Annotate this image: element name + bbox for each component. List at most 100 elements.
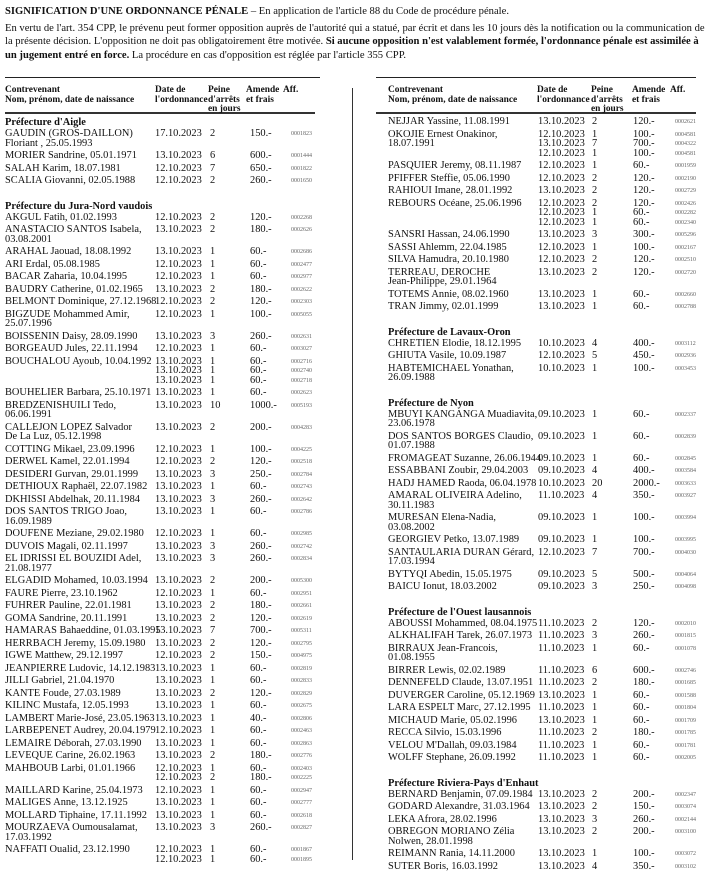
fine-amount: 60.- (250, 664, 266, 674)
fine-amount: 180.- (633, 728, 655, 738)
order-date: 09.10.2023 (538, 454, 585, 464)
order-date: 13.10.2023 (538, 117, 585, 127)
case-number: 0002144 (675, 816, 696, 826)
detention-days: 2 (210, 639, 215, 649)
detention-days: 3 (592, 582, 597, 592)
case-number: 0003102 (675, 863, 696, 873)
detention-days: 2 (210, 576, 215, 586)
detention-days: 2 (210, 285, 215, 295)
detention-days: 1 (592, 691, 597, 701)
order-date: 13.10.2023 (155, 714, 202, 724)
order-date: 13.10.2023 (155, 376, 202, 386)
order-date: 09.10.2023 (538, 535, 585, 545)
name-line: Jean-Philippe, 29.01.1964 (388, 277, 713, 287)
detention-days: 1 (592, 849, 597, 859)
detention-days: 2 (210, 614, 215, 624)
case-number: 0001709 (675, 717, 696, 727)
case-number: 0004975 (291, 652, 312, 662)
name-line: 17.03.1992 (5, 833, 345, 843)
order-date: 13.10.2023 (155, 332, 202, 342)
detention-days: 1 (210, 388, 215, 398)
case-number: 0002795 (291, 640, 312, 650)
fine-amount: 60.- (250, 376, 266, 386)
fine-amount: 100.- (633, 243, 655, 253)
fine-amount: 250.- (250, 470, 272, 480)
case-number: 0002977 (291, 273, 312, 283)
detention-days: 1 (210, 676, 215, 686)
order-date: 09.10.2023 (538, 582, 585, 592)
case-number: 0002005 (675, 754, 696, 764)
top-rule (5, 77, 320, 78)
order-date: 11.10.2023 (538, 753, 584, 763)
fine-amount: 60.- (633, 410, 649, 420)
order-date: 11.10.2023 (538, 631, 584, 641)
case-number: 0002337 (675, 411, 696, 421)
detention-days: 3 (210, 542, 215, 552)
detention-days: 1 (592, 432, 597, 442)
prefecture-title: Préfecture de Lavaux-Oron (388, 327, 713, 339)
detention-days: 2 (592, 802, 597, 812)
detention-days: 3 (210, 470, 215, 480)
case-number: 0003112 (675, 340, 696, 350)
order-date: 09.10.2023 (538, 513, 585, 523)
order-date: 11.10.2023 (538, 703, 584, 713)
fine-amount: 120.- (633, 186, 655, 196)
detention-days: 2 (210, 773, 215, 783)
order-date: 11.10.2023 (538, 666, 584, 676)
order-date: 13.10.2023 (538, 302, 585, 312)
order-date: 12.10.2023 (538, 255, 585, 265)
name-line: De La Luz, 05.12.1998 (5, 432, 345, 442)
fine-amount: 260.- (250, 554, 272, 564)
fine-amount: 100.- (633, 535, 655, 545)
detention-days: 4 (592, 466, 597, 476)
case-number: 0001823 (291, 130, 312, 140)
detention-days: 1 (210, 855, 215, 865)
order-date: 13.10.2023 (155, 401, 202, 411)
case-number: 0001822 (291, 165, 312, 175)
fine-amount: 60.- (633, 432, 649, 442)
case-number: 0002190 (675, 175, 696, 185)
fine-amount: 100.- (633, 849, 655, 859)
detention-days: 2 (210, 651, 215, 661)
detention-days: 1 (592, 218, 597, 228)
order-date: 13.10.2023 (155, 576, 202, 586)
detention-days: 1 (592, 302, 597, 312)
case-number: 0002742 (291, 543, 312, 553)
detention-days: 1 (210, 310, 215, 320)
fine-amount: 260.- (633, 815, 655, 825)
fine-amount: 120.- (250, 457, 272, 467)
order-date: 12.10.2023 (538, 351, 585, 361)
